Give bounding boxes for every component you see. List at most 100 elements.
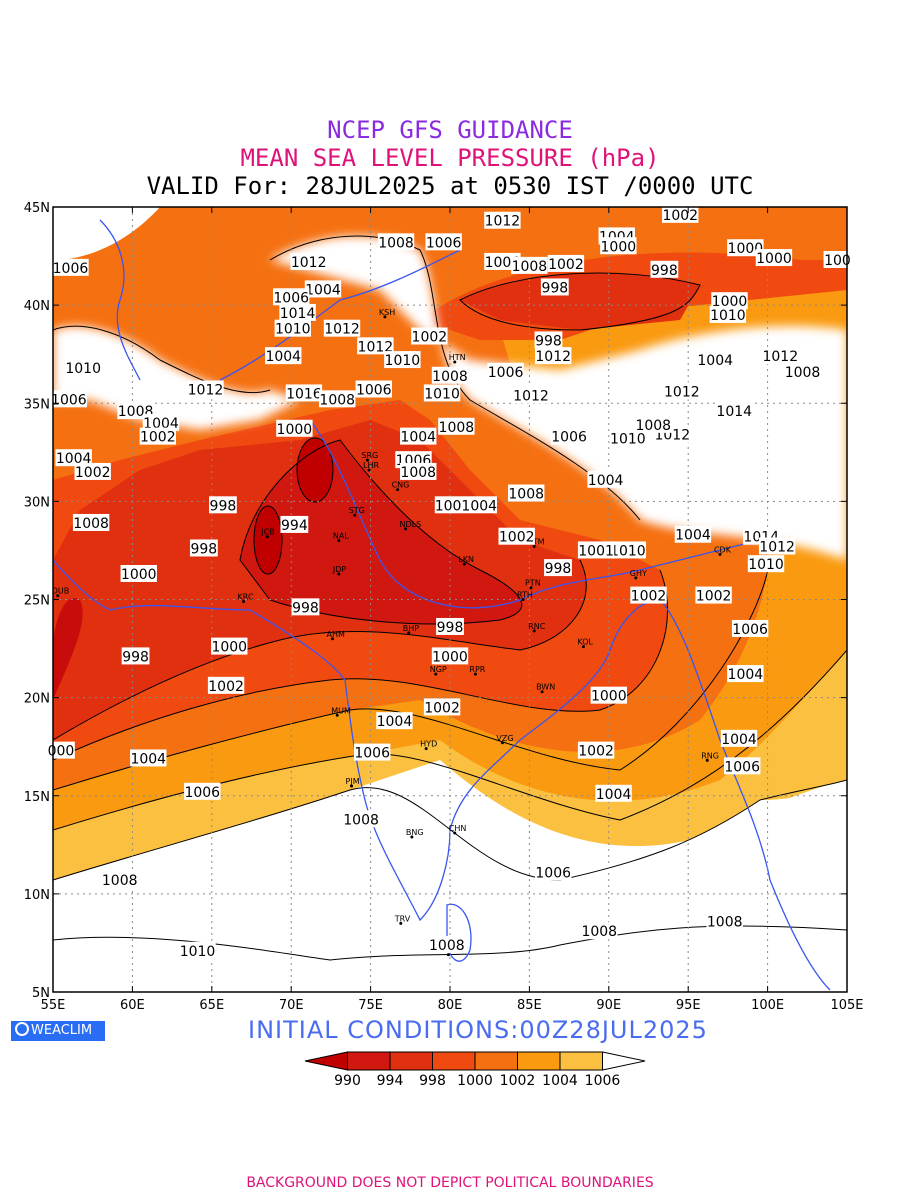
isobar-label: 994 — [280, 515, 309, 534]
isobar-label-text: 1006 — [426, 235, 462, 251]
isobar-label-box — [120, 564, 157, 582]
isobar-label: 1000 — [600, 237, 637, 255]
isobar-label: 1000 — [590, 686, 627, 705]
isobar-label: 1004 — [304, 280, 342, 298]
isobar-label-box — [211, 637, 248, 655]
isobar-label-box — [323, 319, 361, 337]
isobar-label: 1012 — [758, 537, 796, 556]
isobar-label-text: 1006 — [53, 261, 89, 277]
isobar-label-text: 1008 — [512, 259, 548, 275]
isobar-label: 998 — [189, 539, 218, 557]
isobar-label: 1006 — [425, 233, 462, 251]
isobar-label-box — [431, 647, 469, 665]
isobar-label: 1010 — [384, 351, 421, 369]
lat-tick-label: 20N — [24, 692, 50, 707]
isobar-label-box — [376, 712, 413, 730]
legend-swatch-min — [304, 1051, 348, 1071]
city-dot — [532, 629, 536, 633]
isobar-label-box — [121, 647, 150, 665]
isobar-label-box — [72, 513, 110, 531]
isobar-label: 1002 — [207, 676, 245, 695]
isobar-label-text: 000 — [48, 744, 75, 760]
isobar-label-text: 998 — [292, 600, 319, 616]
isobar-label-box — [139, 427, 177, 445]
isobar-label-box — [755, 249, 793, 267]
legend-level-label: 994 — [377, 1073, 404, 1089]
isobar-label: 1004 — [265, 347, 302, 365]
isobar-label: 1000 — [727, 239, 764, 257]
isobar-label-box — [431, 366, 469, 384]
isobar-label-box — [706, 912, 743, 930]
isobar-label-text: 1004 — [400, 430, 436, 446]
isobar-label: 1012 — [187, 380, 224, 399]
isobar-label-text: 1006 — [535, 865, 571, 881]
isobar-label-box — [720, 729, 758, 747]
isobar-label-text: 1012 — [485, 214, 521, 230]
city-dot — [337, 572, 341, 576]
isobar-label-text: 1012 — [664, 384, 700, 400]
isobar-label-box — [377, 233, 415, 251]
isobar-label: 1002 — [423, 698, 461, 716]
city-label: LKN — [458, 555, 474, 564]
isobar-label-text: 1012 — [188, 383, 224, 399]
city-dot — [396, 488, 400, 492]
isobar-label-text: 1006 — [488, 365, 524, 381]
isobar-label-text: 994 — [281, 518, 308, 534]
isobar-label: 1000 — [431, 647, 469, 665]
isobar-label-box — [823, 250, 852, 268]
isobar-label: 1012 — [323, 319, 361, 338]
lat-tick-label: 5N — [32, 986, 50, 1001]
isobar-label-box — [609, 541, 647, 559]
isobar-label: 1012 — [512, 386, 550, 404]
legend-swatch — [389, 1051, 433, 1071]
isobar-label-box — [342, 810, 380, 828]
isobar-label-box — [290, 252, 327, 270]
isobar-label: 1004 — [376, 712, 413, 730]
isobar-label-text: 1000 — [432, 649, 468, 665]
city-dot — [473, 672, 477, 676]
isobar-label-text: 1012 — [291, 255, 327, 271]
isobar-label-box — [609, 429, 647, 447]
city-dot — [265, 535, 269, 539]
city-dot — [410, 835, 414, 839]
isobar-label-box — [511, 256, 548, 274]
isobar-label-text: 1008 — [581, 924, 617, 940]
isobar-label-box — [577, 541, 615, 559]
isobar-label-text: 1012 — [324, 322, 360, 338]
lat-tick-label: 15N — [24, 790, 50, 805]
isobar-label-box — [101, 871, 138, 889]
isobar-label: 1008 — [342, 810, 380, 828]
legend-swatch — [517, 1051, 561, 1071]
isobar-label: 1008 — [319, 390, 356, 408]
isobar-label-text: 100 — [824, 253, 851, 269]
isobar-label-text: 1006 — [273, 290, 309, 306]
lon-tick-label: 70E — [279, 998, 304, 1013]
isobar-label-text: 1010 — [385, 353, 421, 369]
city-label: STG — [349, 506, 365, 515]
legend-swatch — [347, 1051, 391, 1071]
isobar-label: 1008 — [72, 513, 110, 532]
city-dot — [407, 631, 411, 635]
isobar-label-text: 1002 — [424, 700, 460, 716]
isobar-label: 1008 — [377, 233, 415, 251]
isobar-label-text: 1012 — [535, 349, 571, 365]
isobar-label-text: 1004 — [728, 667, 764, 683]
isobar-label-text: 1002 — [662, 208, 698, 224]
isobar-label: 998 — [436, 617, 464, 636]
isobar-label-text: 1006 — [354, 746, 390, 762]
isobar-label: 1002 — [547, 254, 585, 273]
isobar-label-box — [423, 384, 461, 402]
isobar-label-text: 1016 — [286, 386, 322, 402]
isobar-label: 1010 — [64, 358, 102, 377]
isobar-label-box — [747, 555, 785, 573]
isobar-label: 998 — [121, 647, 150, 665]
isobar-label: 1002 — [411, 327, 448, 346]
isobar-label-text: 1008 — [102, 873, 138, 889]
isobar-label-box — [577, 741, 615, 759]
isobar-label: 1000 — [276, 419, 313, 438]
isobar-label: 1008 — [101, 871, 138, 889]
lon-tick-label: 100E — [751, 998, 784, 1013]
isobar-label-text: 1000 — [591, 689, 627, 705]
isobar-label-box — [357, 337, 394, 355]
initial-conditions-label: INITIAL CONDITIONS:00Z28JUL2025 — [248, 1016, 708, 1044]
